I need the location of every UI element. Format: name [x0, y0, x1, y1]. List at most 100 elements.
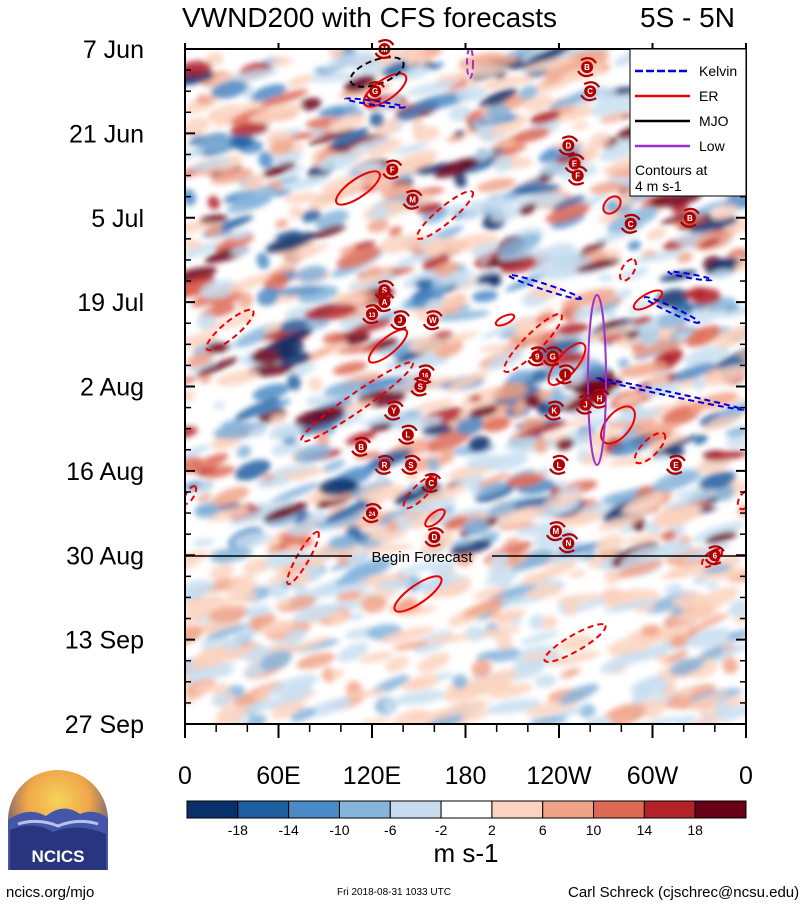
field-patch — [289, 205, 304, 219]
field-patch — [246, 714, 267, 724]
colorbar-swatch — [542, 800, 595, 819]
field-patch — [490, 205, 520, 222]
field-patch — [192, 538, 215, 547]
field-patch — [378, 578, 412, 591]
field-patch — [287, 74, 314, 88]
field-patch — [497, 233, 542, 258]
field-patch — [414, 278, 434, 289]
field-patch — [568, 570, 587, 578]
field-patch — [329, 310, 379, 321]
field-patch — [418, 484, 468, 503]
field-patch — [565, 102, 590, 116]
chart-title: VWND200 with CFS forecasts — [182, 2, 557, 33]
field-patch — [534, 674, 557, 688]
field-patch — [529, 250, 581, 278]
field-patch — [359, 543, 414, 554]
field-patch — [684, 613, 731, 635]
field-patch — [583, 363, 608, 379]
field-patch — [386, 520, 399, 532]
field-patch — [278, 684, 313, 704]
field-patch — [321, 176, 354, 196]
field-patch — [534, 313, 557, 324]
field-patch — [211, 683, 229, 695]
svg-text:I: I — [564, 370, 566, 379]
field-patch — [631, 641, 678, 662]
field-patch — [507, 369, 533, 384]
svg-text:C: C — [628, 220, 634, 229]
x-tick-label: 60W — [627, 762, 679, 790]
field-patch — [529, 72, 582, 95]
field-patch — [639, 552, 667, 561]
field-patch — [327, 49, 344, 59]
field-patch — [434, 157, 479, 179]
storm-marker: J — [390, 310, 410, 331]
field-patch — [358, 483, 406, 502]
svg-text:K: K — [551, 407, 557, 416]
storm-marker: B — [351, 436, 372, 457]
field-patch — [185, 220, 213, 234]
field-patch — [330, 668, 345, 679]
field-patch — [469, 395, 482, 402]
field-patch — [597, 514, 642, 532]
field-patch — [693, 586, 740, 612]
field-patch — [621, 531, 675, 544]
field-patch — [516, 422, 566, 438]
field-patch — [275, 230, 301, 240]
svg-text:S: S — [408, 461, 414, 470]
storm-marker: B — [577, 57, 597, 78]
field-patch — [521, 49, 551, 64]
x-tick-label: 120E — [343, 762, 401, 790]
field-patch — [250, 84, 287, 102]
field-patch — [711, 204, 738, 220]
field-patch — [196, 480, 214, 493]
svg-text:6: 6 — [713, 551, 718, 560]
field-patch — [722, 657, 739, 675]
field-patch — [307, 377, 323, 392]
field-patch — [315, 512, 364, 530]
field-patch — [434, 331, 480, 346]
field-patch — [346, 689, 387, 698]
field-patch — [523, 57, 576, 73]
field-patch — [724, 215, 746, 235]
field-patch — [283, 628, 307, 645]
field-patch — [496, 611, 515, 626]
svg-text:J: J — [583, 401, 587, 410]
storm-marker: F — [567, 165, 588, 186]
storm-marker: 6 — [704, 545, 725, 566]
colorbar-swatch — [389, 800, 442, 819]
field-patch — [456, 86, 486, 102]
field-patch — [227, 273, 272, 293]
field-patch — [506, 473, 543, 488]
field-patch — [670, 634, 688, 648]
svg-text:C: C — [428, 479, 434, 488]
field-patch — [598, 274, 614, 282]
field-patch — [603, 112, 623, 125]
field-patch — [322, 332, 347, 345]
wave-contour — [633, 431, 667, 465]
field-patch — [576, 258, 621, 273]
field-patch — [604, 569, 619, 585]
field-patch — [517, 203, 537, 216]
y-tick-label: 21 Jun — [69, 120, 144, 148]
field-patch — [414, 91, 469, 111]
field-patch — [228, 508, 273, 526]
field-patch — [467, 669, 517, 693]
field-patch — [304, 303, 358, 321]
svg-text:B: B — [358, 443, 364, 452]
legend-label: Kelvin — [699, 63, 737, 79]
field-patch — [545, 203, 591, 224]
field-patch — [435, 672, 453, 680]
field-patch — [255, 476, 290, 488]
storm-marker: R — [374, 454, 395, 475]
svg-text:G: G — [372, 87, 378, 96]
colorbar-tick-label: -18 — [228, 822, 248, 838]
forecast-line: Begin Forecast — [185, 549, 746, 566]
field-patch — [607, 455, 655, 467]
wave-contour — [507, 273, 583, 301]
field-patch — [604, 703, 632, 718]
storm-marker: D — [424, 527, 445, 548]
field-patch — [229, 134, 255, 149]
field-patch — [200, 279, 237, 299]
field-patch — [256, 287, 280, 306]
storm-marker: K — [544, 400, 565, 421]
